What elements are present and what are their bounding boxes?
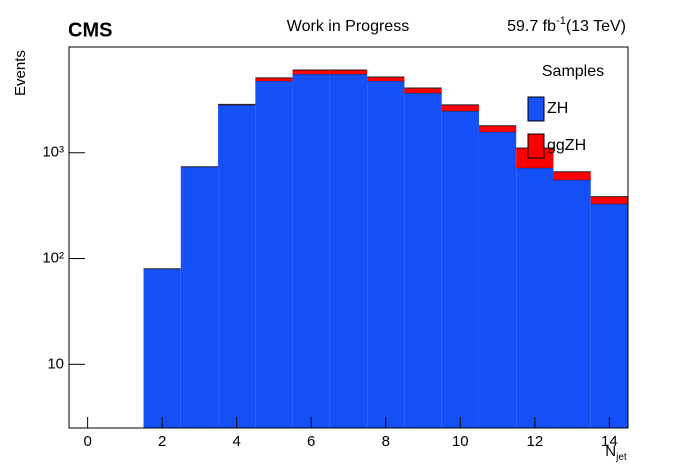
histogram-bar — [553, 171, 591, 180]
legend-label: ZH — [547, 100, 568, 117]
histogram-bar — [367, 76, 405, 81]
x-tick-label: 10 — [452, 433, 469, 450]
y-axis-label: Events — [12, 50, 29, 96]
histogram-bar — [329, 73, 368, 428]
x-tick-label: 0 — [83, 433, 91, 450]
histogram-bar — [404, 92, 442, 428]
y-tick-label: 10³ — [42, 144, 64, 161]
histogram-bar — [292, 73, 330, 428]
y-tick-label: 10² — [42, 250, 64, 267]
plot-frame — [68, 46, 629, 429]
legend: Samples ZH ggZH — [527, 63, 604, 159]
histogram-bar — [590, 196, 628, 204]
plot-area — [143, 69, 628, 429]
histogram-bar — [441, 110, 479, 428]
lumi-main: 59.7 fb — [507, 18, 556, 35]
lumi-label: 59.7 fb-1(13 TeV) — [507, 15, 626, 35]
legend-label: ggZH — [547, 137, 586, 154]
y-tick-label: 10 — [47, 355, 64, 372]
histogram-bar — [478, 125, 517, 132]
x-tick-label: 14 — [601, 433, 618, 450]
x-axis-label: Njet — [605, 443, 627, 463]
lumi-energy: (13 TeV) — [566, 18, 626, 35]
histogram-bar — [329, 70, 368, 74]
legend-swatch — [527, 96, 545, 122]
legend-swatch — [527, 133, 545, 159]
chart-title: Work in Progress — [287, 18, 409, 35]
x-tick-label: 6 — [307, 433, 315, 450]
histogram-bar — [292, 70, 330, 74]
x-tick-label: 8 — [382, 433, 390, 450]
histogram-bar — [478, 131, 517, 428]
x-tick-label: 2 — [158, 433, 166, 450]
x-label-main: N — [605, 443, 616, 460]
histogram-bar — [553, 179, 591, 428]
histogram-bar — [516, 167, 554, 429]
experiment-label: CMS — [68, 19, 112, 41]
histogram-bar — [590, 203, 628, 428]
histogram-bar — [404, 87, 442, 93]
histogram-bar — [255, 80, 293, 429]
legend-title: Samples — [542, 63, 604, 80]
x-label-sub: jet — [615, 452, 627, 463]
histogram-bar — [180, 166, 219, 428]
x-tick-label: 12 — [526, 433, 543, 450]
histogram-bar — [143, 268, 181, 428]
histogram-bar — [441, 104, 479, 111]
histogram-bar — [367, 80, 405, 429]
x-tick-label: 4 — [233, 433, 241, 450]
histogram-bar — [218, 104, 256, 429]
lumi-sup: -1 — [556, 15, 566, 27]
histogram-bar — [255, 77, 293, 81]
